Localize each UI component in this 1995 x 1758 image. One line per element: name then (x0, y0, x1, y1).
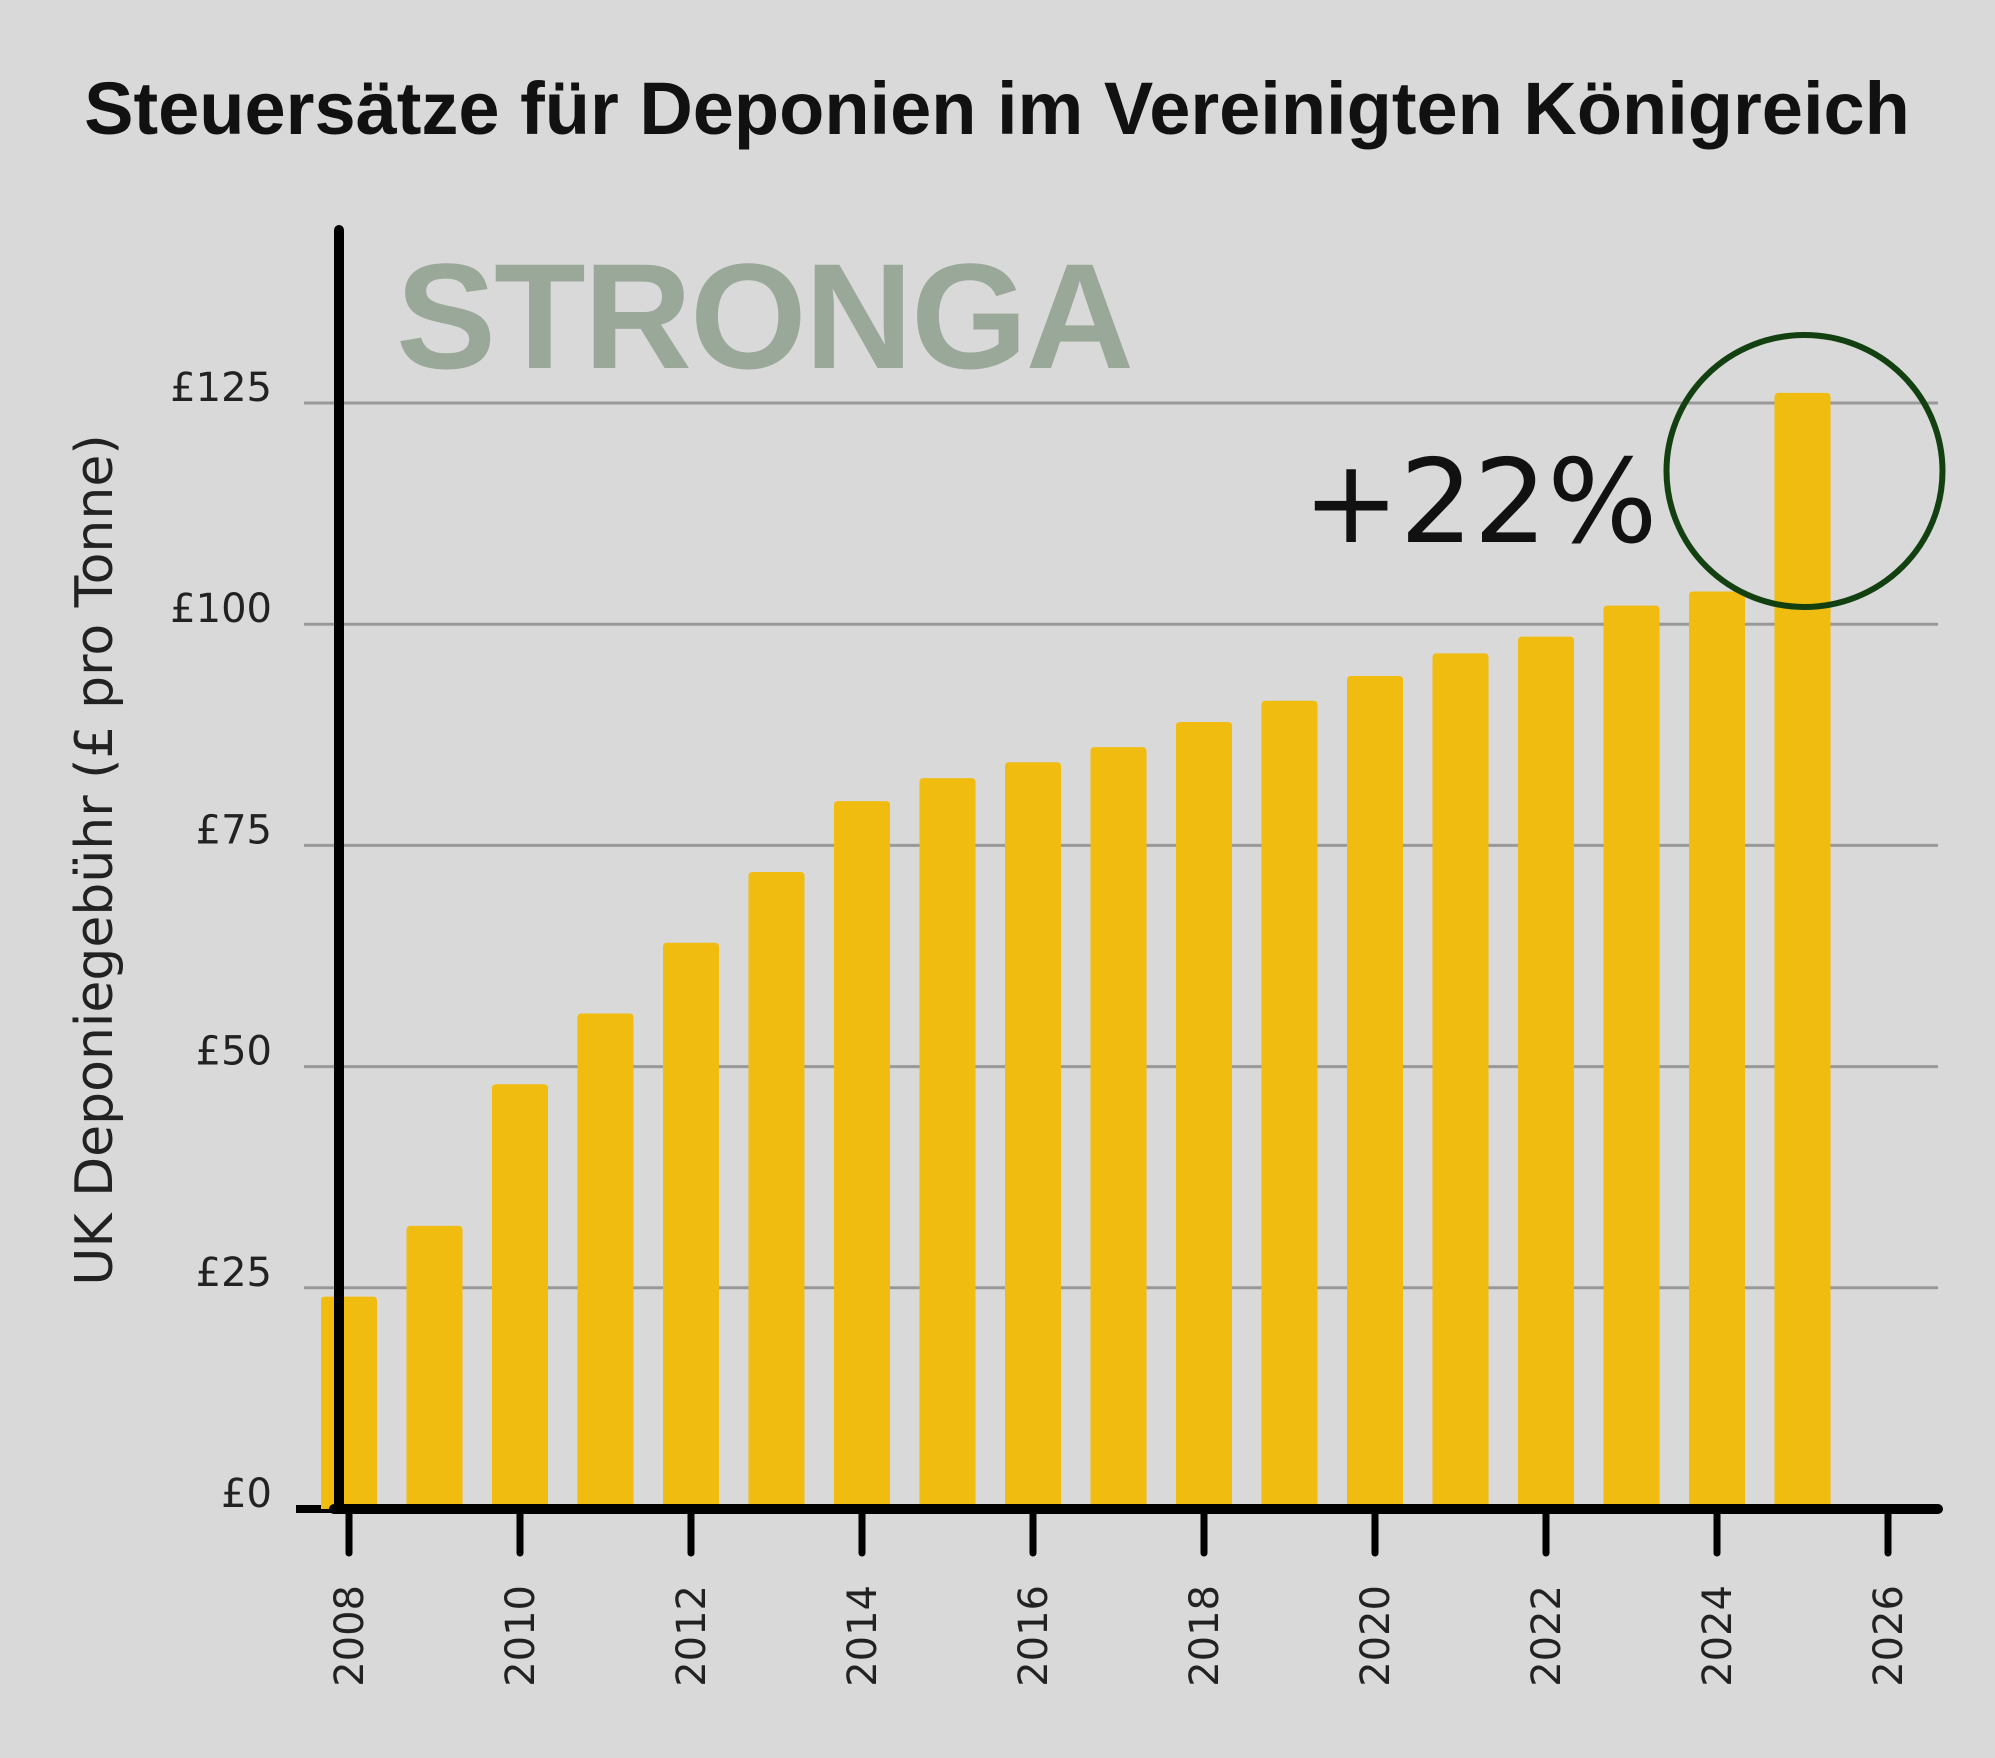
y-tick-label: £0 (221, 1471, 272, 1517)
y-tick-label: £25 (196, 1250, 272, 1296)
x-tick-label: 2016 (1011, 1585, 1057, 1687)
x-tick-label: 2020 (1353, 1585, 1399, 1687)
x-tick-labels: 2008 2010 2012 2014 2016 2018 2020 2022 2024 2026 (327, 1585, 1912, 1687)
bar (1261, 700, 1318, 1509)
y-tick-label: £125 (170, 365, 272, 411)
highlight (1663, 332, 1946, 610)
growth-annotation: +22% (1302, 435, 1657, 570)
chart-title: Steuersätze für Deponien im Vereinigten … (84, 67, 1910, 150)
y-tick-label: £75 (196, 807, 272, 853)
x-tick-label: 2024 (1695, 1585, 1741, 1687)
bar (1432, 653, 1489, 1509)
y-tick-label: £100 (170, 586, 272, 632)
bar (492, 1084, 548, 1509)
bar (1090, 747, 1147, 1509)
watermark-logo: STRONGA (396, 232, 1132, 400)
bar (663, 942, 719, 1509)
bar (834, 801, 890, 1509)
y-axis-label: UK Deponiegebühr (£ pro Tonne) (65, 434, 125, 1285)
bar (1689, 591, 1745, 1509)
bar (1176, 721, 1232, 1509)
bar (1774, 392, 1831, 1509)
bar (321, 1296, 377, 1509)
bar (577, 1013, 634, 1509)
x-tick-label: 2022 (1524, 1585, 1570, 1687)
x-tick-label: 2008 (327, 1585, 373, 1687)
bar (1005, 762, 1061, 1509)
highlight-circle (1663, 332, 1946, 610)
bar (919, 778, 976, 1509)
bar (1347, 675, 1403, 1509)
y-tick-labels: £0 £25 £50 £75 £100 £125 (170, 365, 272, 1517)
x-tick-label: 2026 (1866, 1585, 1912, 1687)
x-tick-label: 2018 (1182, 1585, 1228, 1687)
y-tick-label: £50 (196, 1029, 272, 1075)
bar (1603, 605, 1660, 1509)
x-tick-label: 2010 (498, 1585, 544, 1687)
bars (321, 392, 1831, 1509)
bar (1518, 636, 1574, 1509)
x-tick-label: 2014 (840, 1585, 886, 1687)
x-tick-label: 2012 (669, 1585, 715, 1687)
bar (748, 871, 805, 1509)
bar (406, 1225, 463, 1509)
axes (329, 225, 1943, 1557)
